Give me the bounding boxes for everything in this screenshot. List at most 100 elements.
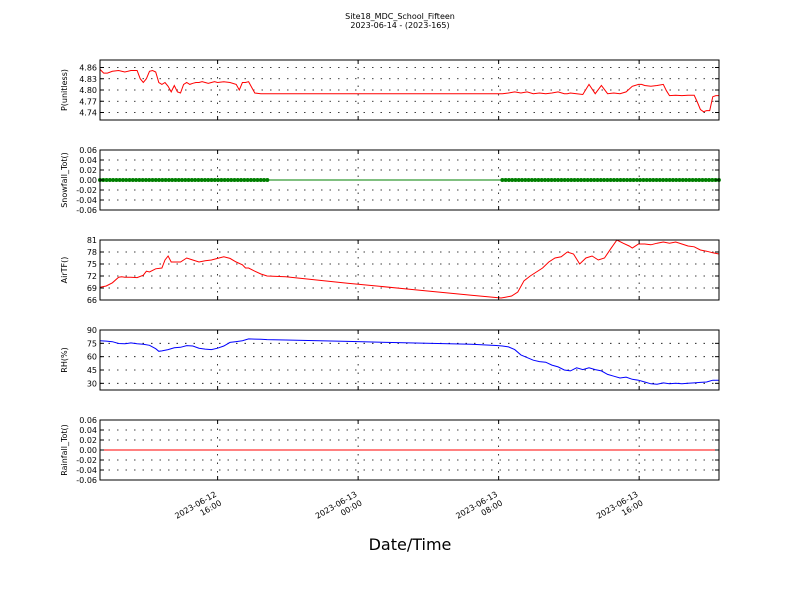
data-point <box>232 178 237 182</box>
y-tick-label: 0.06 <box>79 146 97 155</box>
subplot-1: 4.74 4.77 4.80 4.83 4.86 P(unitless) <box>60 59 720 121</box>
data-point <box>562 178 567 182</box>
data-point <box>166 178 171 182</box>
data-point <box>173 178 178 182</box>
y-tick-label: -0.06 <box>76 476 97 485</box>
data-point <box>510 178 515 182</box>
data-point <box>605 178 610 182</box>
data-point <box>520 178 525 182</box>
data-point <box>130 178 135 182</box>
data-point <box>147 178 152 182</box>
y-tick-label: 4.80 <box>79 86 97 95</box>
y-tick-label: 75 <box>87 339 97 348</box>
data-point <box>539 178 544 182</box>
data-point <box>242 178 247 182</box>
data-point <box>638 178 643 182</box>
axes-frame <box>99 59 720 121</box>
data-point <box>503 178 508 182</box>
data-point <box>137 178 142 182</box>
data-point <box>615 178 620 182</box>
data-point <box>193 178 198 182</box>
subplot-5: -0.06-0.04-0.020.000.020.040.06 Rainfall_… <box>60 416 720 485</box>
data-point <box>575 178 580 182</box>
data-point <box>239 178 244 182</box>
y-tick-label: 0.04 <box>79 426 97 435</box>
data-point <box>667 178 672 182</box>
data-point <box>107 178 112 182</box>
data-point <box>120 178 125 182</box>
data-point <box>526 178 531 182</box>
data-point <box>569 178 574 182</box>
y-tick-label: -0.02 <box>76 186 97 195</box>
data-point <box>533 178 538 182</box>
data-point <box>710 178 715 182</box>
data-point <box>556 178 561 182</box>
data-point <box>134 178 139 182</box>
data-point <box>127 178 132 182</box>
data-point <box>529 178 534 182</box>
y-tick-label: 0.02 <box>79 436 97 445</box>
figure-subtitle: 2023-06-14 - (2023-165) <box>350 21 449 30</box>
data-point <box>235 178 240 182</box>
data-point <box>186 178 191 182</box>
data-point <box>700 178 705 182</box>
data-point <box>661 178 666 182</box>
data-point <box>506 178 511 182</box>
data-point <box>219 178 224 182</box>
data-point <box>677 178 682 182</box>
data-point <box>690 178 695 182</box>
data-point <box>104 178 109 182</box>
data-point <box>252 178 257 182</box>
data-point <box>657 178 662 182</box>
data-point <box>549 178 554 182</box>
data-point <box>664 178 669 182</box>
data-point <box>618 178 623 182</box>
y-tick-label: 69 <box>87 284 97 293</box>
data-point <box>500 178 505 182</box>
data-point <box>140 178 145 182</box>
data-point <box>579 178 584 182</box>
y-tick-label: 4.77 <box>79 97 97 106</box>
y-tick-label: 4.74 <box>79 109 97 118</box>
data-point <box>199 178 204 182</box>
data-point <box>248 178 253 182</box>
data-point <box>150 178 155 182</box>
axes-frame <box>99 239 720 301</box>
data-point <box>245 178 250 182</box>
data-point <box>582 178 587 182</box>
data-point <box>631 178 636 182</box>
y-tick-label: 81 <box>87 236 97 245</box>
data-point <box>595 178 600 182</box>
data-point <box>222 178 227 182</box>
subplots: 4.744.774.804.834.86P(unitless)-0.06-0.0… <box>60 59 721 485</box>
data-point <box>170 178 175 182</box>
data-point <box>621 178 626 182</box>
data-point <box>598 178 603 182</box>
y-tick-label: -0.06 <box>76 206 97 215</box>
data-point <box>523 178 528 182</box>
data-point <box>647 178 652 182</box>
data-point <box>196 178 201 182</box>
data-point <box>602 178 607 182</box>
data-point <box>516 178 521 182</box>
data-point <box>565 178 570 182</box>
data-point <box>670 178 675 182</box>
data-point <box>163 178 168 182</box>
subplot-3: 66 69 72 75 78 81 AirTF() <box>60 236 720 305</box>
y-tick-label: 30 <box>87 379 97 388</box>
x-axis-title: Date/Time <box>369 535 452 554</box>
data-point <box>157 178 162 182</box>
data-point <box>216 178 221 182</box>
y-axis-label: AirTF() <box>60 257 69 284</box>
data-point <box>225 178 230 182</box>
y-tick-label: 66 <box>87 296 97 305</box>
data-point <box>634 178 639 182</box>
data-point <box>684 178 689 182</box>
y-tick-label: -0.04 <box>76 196 97 205</box>
y-axis-label: P(unitless) <box>60 69 69 111</box>
